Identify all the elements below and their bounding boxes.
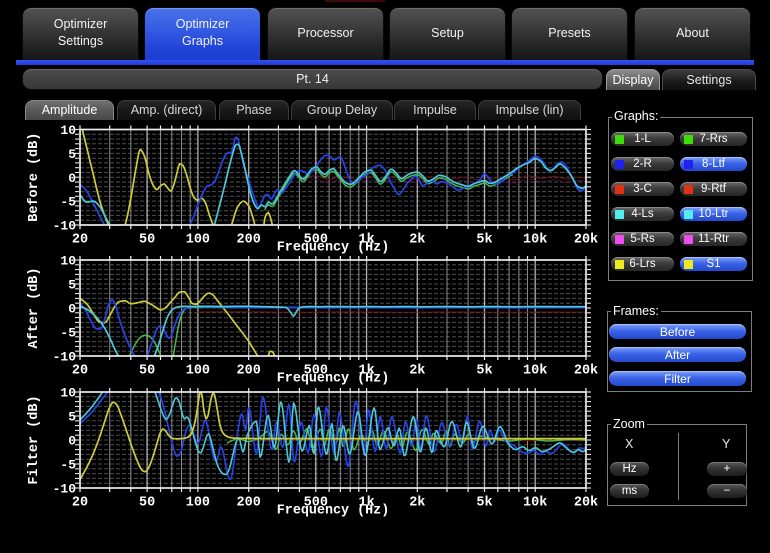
svg-text:200: 200 xyxy=(237,233,261,248)
svg-text:-10: -10 xyxy=(53,350,77,365)
svg-text:20k: 20k xyxy=(574,496,598,511)
svg-text:20: 20 xyxy=(72,364,88,379)
svg-text:10: 10 xyxy=(60,254,76,269)
svg-text:10: 10 xyxy=(60,123,76,138)
svg-text:Frequency (Hz): Frequency (Hz) xyxy=(277,241,390,256)
svg-text:-10: -10 xyxy=(53,219,77,234)
svg-text:100: 100 xyxy=(186,496,210,511)
svg-text:Before (dB): Before (dB) xyxy=(27,133,42,222)
svg-text:Frequency (Hz): Frequency (Hz) xyxy=(277,372,390,387)
svg-text:2k: 2k xyxy=(409,364,425,379)
svg-text:-5: -5 xyxy=(60,458,76,473)
svg-text:Filter (dB): Filter (dB) xyxy=(27,395,42,484)
svg-text:2k: 2k xyxy=(409,233,425,248)
svg-text:5k: 5k xyxy=(476,233,492,248)
svg-text:500: 500 xyxy=(304,233,328,248)
svg-text:10: 10 xyxy=(60,386,76,401)
svg-text:500: 500 xyxy=(304,364,328,379)
svg-text:-5: -5 xyxy=(60,195,76,210)
svg-text:500: 500 xyxy=(304,496,328,511)
svg-text:100: 100 xyxy=(186,364,210,379)
svg-text:0: 0 xyxy=(68,171,76,186)
svg-text:1k: 1k xyxy=(358,233,374,248)
svg-text:2k: 2k xyxy=(409,496,425,511)
svg-text:Frequency (Hz): Frequency (Hz) xyxy=(277,504,390,519)
svg-text:50: 50 xyxy=(139,364,155,379)
svg-text:5: 5 xyxy=(68,147,76,162)
svg-text:50: 50 xyxy=(139,496,155,511)
svg-text:5k: 5k xyxy=(476,364,492,379)
svg-text:10k: 10k xyxy=(523,233,547,248)
svg-text:20k: 20k xyxy=(574,233,598,248)
svg-text:10k: 10k xyxy=(523,364,547,379)
svg-text:5k: 5k xyxy=(476,496,492,511)
svg-text:100: 100 xyxy=(186,233,210,248)
svg-text:-5: -5 xyxy=(60,326,76,341)
svg-text:50: 50 xyxy=(139,233,155,248)
svg-text:20k: 20k xyxy=(574,364,598,379)
svg-text:10k: 10k xyxy=(523,496,547,511)
svg-text:200: 200 xyxy=(237,364,261,379)
svg-text:0: 0 xyxy=(68,434,76,449)
svg-text:5: 5 xyxy=(68,410,76,425)
svg-text:After (dB): After (dB) xyxy=(27,267,42,348)
svg-text:1k: 1k xyxy=(358,364,374,379)
svg-text:5: 5 xyxy=(68,278,76,293)
svg-text:0: 0 xyxy=(68,302,76,317)
svg-text:20: 20 xyxy=(72,496,88,511)
svg-text:200: 200 xyxy=(237,496,261,511)
svg-text:-10: -10 xyxy=(53,482,77,497)
svg-text:20: 20 xyxy=(72,233,88,248)
svg-text:1k: 1k xyxy=(358,496,374,511)
